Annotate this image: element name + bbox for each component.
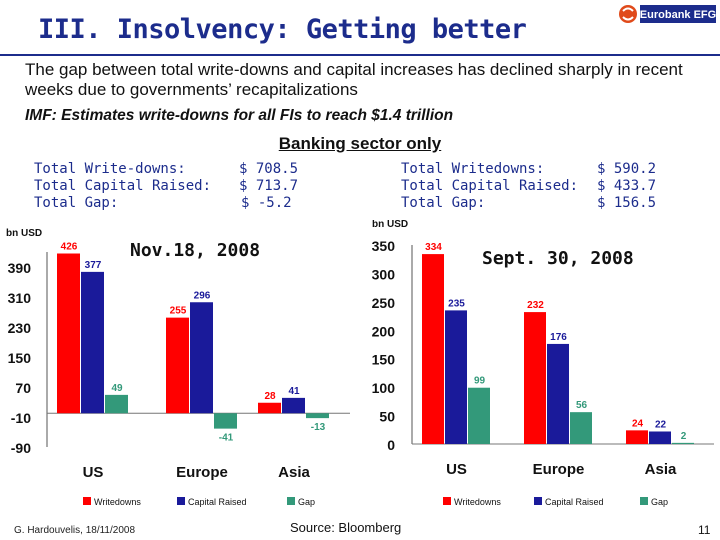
bar-writedowns-asia bbox=[626, 430, 648, 444]
bar-value-label: 426 bbox=[61, 242, 78, 253]
bar-value-label: 22 bbox=[655, 419, 667, 430]
y-tick-label: 230 bbox=[8, 320, 32, 336]
bar-value-label: -41 bbox=[219, 433, 234, 444]
footer-author: G. Hardouvelis, 18/11/2008 bbox=[14, 525, 136, 536]
y-tick-label: 310 bbox=[8, 290, 32, 306]
bar-value-label: 296 bbox=[194, 290, 211, 301]
legend-label-capital-raised: Capital Raised bbox=[188, 497, 247, 507]
bar-value-label: 41 bbox=[288, 386, 300, 397]
bar-value-label: 176 bbox=[550, 332, 567, 343]
y-tick-label: 390 bbox=[8, 260, 32, 276]
totals-right-label: Total Capital Raised: bbox=[401, 178, 579, 194]
title-divider bbox=[0, 54, 720, 56]
bar-value-label: 56 bbox=[576, 400, 588, 411]
logo-text: Eurobank EFG bbox=[640, 9, 716, 21]
y-tick-label: 150 bbox=[372, 352, 396, 368]
totals-right-value: $ 156.5 bbox=[597, 195, 657, 211]
chart-title-nov: Nov.18, 2008 bbox=[130, 240, 261, 261]
bar-writedowns-europe bbox=[166, 317, 189, 414]
imf-note: IMF: Estimates write-downs for all FIs t… bbox=[25, 107, 454, 124]
totals-right-value: $ 590.2 bbox=[597, 161, 657, 177]
y-tick-label: -90 bbox=[11, 440, 31, 456]
banking-sector-label: Banking sector only bbox=[278, 134, 442, 153]
legend-swatch-gap bbox=[640, 497, 648, 505]
source-note: Source: Bloomberg bbox=[290, 520, 402, 535]
y-tick-label: 200 bbox=[372, 323, 396, 339]
legend-swatch-writedowns bbox=[443, 497, 451, 505]
category-label-europe: Europe bbox=[176, 464, 228, 481]
chart-sept-30-2008: bn USD 350 300 250 200 150 100 50 0 334 235 99 US 232… bbox=[372, 220, 714, 507]
legend-label-gap: Gap bbox=[298, 497, 315, 507]
category-label-asia: Asia bbox=[645, 461, 677, 478]
totals-left-label: Total Capital Raised: bbox=[34, 178, 212, 194]
y-unit-label: bn USD bbox=[372, 220, 408, 230]
eurobank-logo: Eurobank EFG bbox=[619, 5, 716, 23]
legend-label-capital-raised: Capital Raised bbox=[545, 497, 604, 507]
y-tick-label: 350 bbox=[372, 238, 396, 254]
bar-capital-raised-asia bbox=[282, 397, 305, 414]
legend-swatch-gap bbox=[287, 497, 295, 505]
bar-writedowns-us bbox=[57, 253, 80, 414]
category-label-europe: Europe bbox=[533, 461, 585, 478]
bar-capital-raised-us bbox=[81, 271, 104, 414]
y-tick-label: 150 bbox=[8, 350, 32, 366]
y-tick-label: 100 bbox=[372, 380, 396, 396]
bar-writedowns-europe bbox=[524, 312, 546, 444]
legend-label-writedowns: Writedowns bbox=[94, 497, 141, 507]
y-tick-label: 50 bbox=[379, 409, 395, 425]
totals-left-value: $ -5.2 bbox=[241, 195, 292, 211]
bar-capital-raised-europe bbox=[547, 343, 569, 444]
bar-value-label: 232 bbox=[527, 300, 544, 311]
legend-label-writedowns: Writedowns bbox=[454, 497, 501, 507]
category-label-us: US bbox=[83, 464, 104, 481]
bar-value-label: 377 bbox=[85, 260, 102, 271]
y-unit-label: bn USD bbox=[6, 228, 42, 239]
bar-writedowns-asia bbox=[258, 402, 281, 414]
bar-value-label: 235 bbox=[448, 298, 465, 309]
bar-capital-raised-europe bbox=[190, 302, 213, 414]
legend-label-gap: Gap bbox=[651, 497, 668, 507]
totals-left: Total Write-downs: $ 708.5 Total Capital … bbox=[34, 161, 334, 215]
bar-capital-raised-asia bbox=[649, 431, 671, 444]
page-number: 11 bbox=[698, 523, 711, 537]
y-tick-label: -10 bbox=[11, 410, 31, 426]
bar-value-label: 99 bbox=[474, 376, 486, 387]
chart-title-sept: Sept. 30, 2008 bbox=[482, 248, 634, 269]
bar-gap-europe bbox=[214, 413, 237, 429]
bar-value-label: -13 bbox=[311, 422, 326, 433]
bar-gap-asia bbox=[306, 413, 329, 419]
legend-swatch-writedowns bbox=[83, 497, 91, 505]
bar-value-label: 255 bbox=[170, 306, 187, 317]
category-label-us: US bbox=[446, 461, 467, 478]
bar-value-label: 24 bbox=[632, 418, 644, 429]
bar-value-label: 49 bbox=[111, 383, 123, 394]
bar-capital-raised-us bbox=[445, 310, 467, 444]
intro-text: The gap between total write-downs and ca… bbox=[25, 60, 683, 99]
totals-left-label: Total Gap: bbox=[34, 195, 119, 211]
totals-left-value: $ 713.7 bbox=[239, 178, 299, 194]
bar-gap-us bbox=[468, 387, 490, 444]
category-label-asia: Asia bbox=[278, 464, 310, 481]
totals-left-value: $ 708.5 bbox=[239, 161, 299, 177]
totals-right-label: Total Writedowns: bbox=[401, 161, 545, 177]
y-tick-label: 70 bbox=[15, 380, 31, 396]
bar-gap-asia bbox=[672, 442, 694, 444]
totals-right-value: $ 433.7 bbox=[597, 178, 657, 194]
bar-value-label: 28 bbox=[264, 391, 276, 402]
bar-gap-us bbox=[105, 394, 128, 414]
y-tick-label: 0 bbox=[387, 437, 395, 453]
bar-value-label: 2 bbox=[681, 431, 687, 442]
legend-swatch-capital-raised bbox=[534, 497, 542, 505]
totals-right-label: Total Gap: bbox=[401, 195, 486, 211]
chart-nov-18-2008: bn USD 390 310 230 150 70 -10 -90 426 377 49 US 255 2… bbox=[6, 228, 350, 507]
totals-right: Total Writedowns: $ 590.2 Total Capital R… bbox=[401, 161, 711, 215]
slide-title: III. Insolvency: Getting better bbox=[38, 14, 527, 45]
y-tick-label: 250 bbox=[372, 295, 396, 311]
bar-value-label: 334 bbox=[425, 242, 442, 253]
y-tick-label: 300 bbox=[372, 266, 396, 282]
bar-gap-europe bbox=[570, 412, 592, 444]
bar-writedowns-us bbox=[422, 254, 444, 444]
legend-swatch-capital-raised bbox=[177, 497, 185, 505]
totals-left-label: Total Write-downs: bbox=[34, 161, 186, 177]
